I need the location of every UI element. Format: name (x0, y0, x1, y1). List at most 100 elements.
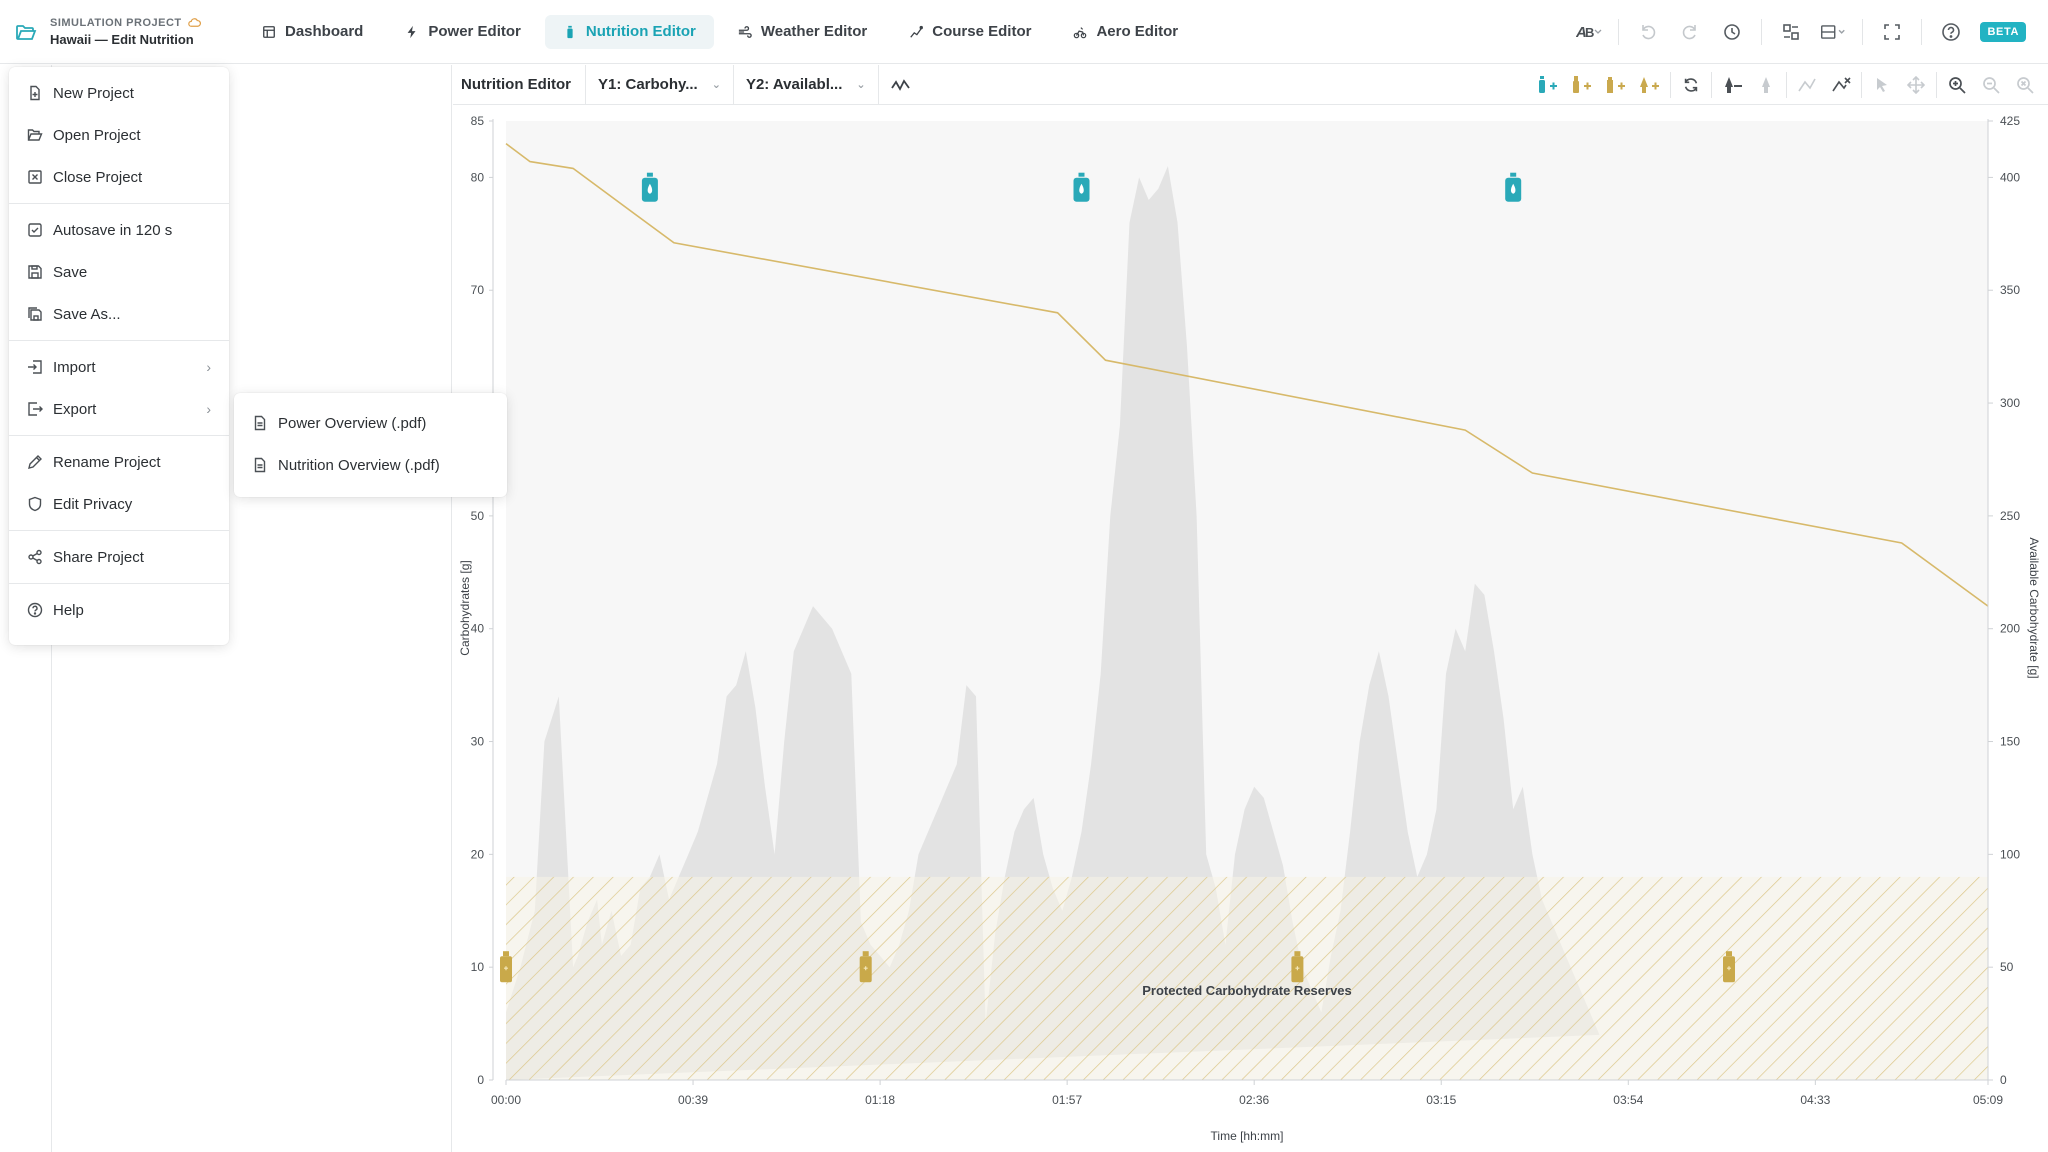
y1-tick-label: 40 (471, 622, 485, 636)
menu-item-label: Autosave in 120 s (53, 221, 173, 239)
y2-tick-label: 0 (2000, 1073, 2007, 1087)
chevron-right-icon: › (206, 359, 211, 375)
y2-axis-title: Available Carbohydrate [g] (2027, 537, 2041, 678)
menu-item-share-project[interactable]: Share Project (9, 536, 229, 578)
tab-course-editor[interactable]: Course Editor (891, 15, 1049, 49)
fullscreen-button[interactable] (1879, 19, 1905, 45)
compare-button[interactable] (1778, 19, 1804, 45)
tab-nutrition-editor[interactable]: Nutrition Editor (544, 14, 714, 49)
gel-marker[interactable] (1291, 951, 1304, 983)
menu-item-import[interactable]: Import › (9, 346, 229, 388)
menu-item-close-project[interactable]: Close Project (9, 156, 229, 198)
nutrition-marker-layer[interactable] (500, 172, 1735, 983)
y2-axis-select[interactable]: Y2: Availabl... ⌄ (734, 64, 879, 105)
undo-icon (1642, 24, 1656, 39)
zoom-in-icon (1949, 76, 1966, 94)
menu-item-edit-privacy[interactable]: Edit Privacy (9, 483, 229, 525)
smoothing-button[interactable] (879, 65, 923, 105)
clear-trend-button[interactable] (1824, 65, 1858, 105)
y1-axis-select-label: Y1: Carbohy... (597, 76, 698, 93)
drink-marker[interactable] (641, 172, 658, 202)
menu-item-label: Export (53, 400, 97, 418)
menu-item-new-project[interactable]: New Project (9, 72, 229, 114)
redo-button[interactable] (1677, 19, 1703, 45)
compare-icon (1783, 23, 1800, 40)
gel-cap (503, 951, 509, 957)
gel-marker[interactable] (1723, 951, 1735, 983)
folder-open-icon (16, 24, 37, 40)
tab-aero-editor-label: Aero Editor (1096, 23, 1179, 40)
menu-divider (9, 435, 229, 436)
layout-button[interactable] (1820, 19, 1846, 45)
dashboard-icon (263, 25, 275, 38)
remove-item-icon (1725, 76, 1742, 93)
zoom-reset-button[interactable] (2008, 65, 2042, 105)
x-tick-label: 00:00 (491, 1093, 521, 1107)
refresh-button[interactable] (1674, 65, 1708, 105)
history-button[interactable] (1719, 19, 1745, 45)
zoom-in-button[interactable] (1940, 65, 1974, 105)
project-header[interactable]: SIMULATION PROJECT Hawaii — Edit Nutriti… (0, 17, 240, 47)
tab-aero-editor[interactable]: Aero Editor (1055, 15, 1196, 49)
project-kicker: SIMULATION PROJECT (50, 17, 201, 29)
import-icon (28, 360, 42, 374)
export-power-overview-pdf[interactable]: Power Overview (.pdf) (234, 402, 507, 444)
protected-reserve-layer (506, 876, 1988, 1080)
export-nutrition-overview-pdf[interactable]: Nutrition Overview (.pdf) (234, 444, 507, 486)
gel-marker[interactable] (859, 951, 872, 983)
remove-item-button[interactable] (1715, 65, 1749, 105)
menu-item-help[interactable]: Help (9, 589, 229, 631)
tab-nutrition-editor-label: Nutrition Editor (585, 23, 696, 40)
save-as-icon (28, 307, 42, 321)
y1-tick-label: 0 (477, 1073, 484, 1087)
nutrition-chart[interactable]: 0102030405060708085050100150200250300350… (453, 106, 2048, 1150)
folder-open-icon (27, 129, 43, 141)
divider (1861, 71, 1862, 98)
auto-fill-button[interactable] (1790, 65, 1824, 105)
refresh-icon (1684, 77, 1698, 92)
tab-weather-editor[interactable]: Weather Editor (720, 15, 885, 49)
beta-badge: BETA (1980, 21, 2026, 42)
y1-tick-label: 10 (471, 960, 485, 974)
marker-button[interactable] (1749, 65, 1783, 105)
x-tick-label: 03:54 (1613, 1093, 1643, 1107)
cloud-sync-icon (187, 17, 201, 27)
y2-tick-label: 350 (2000, 283, 2020, 297)
menu-divider (9, 203, 229, 204)
menu-item-label: Edit Privacy (53, 495, 133, 513)
divider (1618, 18, 1620, 45)
marker-icon (1762, 76, 1770, 93)
y1-axis-select[interactable]: Y1: Carbohy... ⌄ (586, 64, 734, 105)
drink-marker[interactable] (1505, 172, 1522, 202)
tab-course-editor-label: Course Editor (932, 23, 1032, 40)
help-button[interactable] (1938, 19, 1964, 45)
zoom-out-button[interactable] (1974, 65, 2008, 105)
checkbox-icon (28, 223, 42, 237)
add-bar-button[interactable] (1599, 65, 1633, 105)
menu-item-open-project[interactable]: Open Project (9, 114, 229, 156)
y2-tick-label: 400 (2000, 170, 2020, 184)
divider (1936, 71, 1937, 98)
menu-item-save-as[interactable]: Save As... (9, 293, 229, 335)
undo-button[interactable] (1635, 19, 1661, 45)
editor-tools (1531, 65, 2048, 105)
menu-item-rename-project[interactable]: Rename Project (9, 441, 229, 483)
editor-tabs: Dashboard Power Editor Nutrition Editor … (244, 14, 1196, 49)
menu-item-save[interactable]: Save (9, 251, 229, 293)
gel-marker[interactable] (500, 951, 512, 983)
menu-item-label: Save (53, 263, 88, 281)
pan-tool-button[interactable] (1899, 65, 1933, 105)
menu-item-autosave[interactable]: Autosave in 120 s (9, 209, 229, 251)
select-tool-button[interactable] (1865, 65, 1899, 105)
cyclist-icon (1074, 26, 1087, 38)
add-gel-button[interactable] (1565, 65, 1599, 105)
droplet-icon (1510, 183, 1516, 194)
add-chew-button[interactable] (1633, 65, 1667, 105)
add-drink-button[interactable] (1531, 65, 1565, 105)
tab-power-editor[interactable]: Power Editor (387, 15, 539, 49)
drink-marker[interactable] (1073, 172, 1090, 202)
menu-item-export[interactable]: Export › (9, 388, 229, 430)
tab-dashboard[interactable]: Dashboard (244, 15, 381, 49)
